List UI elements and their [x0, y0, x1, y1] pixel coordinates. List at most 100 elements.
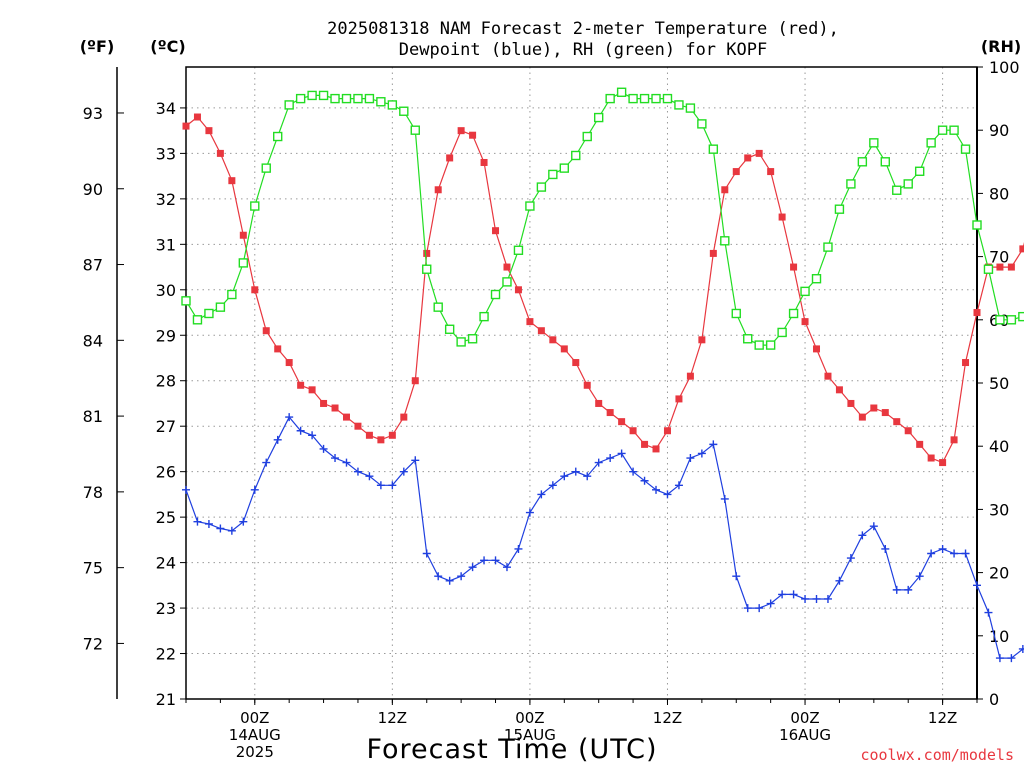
- grid: [186, 67, 977, 699]
- dewpoint-point: [812, 594, 821, 603]
- rh-point: [399, 106, 409, 116]
- temperature-point: [778, 213, 786, 221]
- celsius-tick-label: 26: [156, 463, 176, 482]
- temperature-point: [182, 122, 190, 130]
- dewpoint-point: [445, 576, 454, 585]
- fahrenheit-tick-label: 72: [83, 634, 103, 653]
- rh-point: [490, 289, 501, 300]
- rh-point: [743, 334, 753, 344]
- temperature-point: [652, 445, 660, 453]
- rh-tick-label: 50: [989, 374, 1009, 393]
- temperature-point: [721, 186, 729, 194]
- temperature-point: [962, 359, 970, 367]
- rh-unit-label: (RH): [981, 37, 1021, 56]
- rh-point: [284, 100, 294, 110]
- dewpoint-point: [801, 594, 810, 603]
- rh-tick-label: 90: [989, 121, 1009, 140]
- rh-point: [937, 125, 948, 135]
- rh-point: [273, 131, 283, 142]
- temperature-point: [526, 318, 534, 326]
- dewpoint-point: [388, 481, 397, 490]
- rh-point: [846, 179, 856, 189]
- dewpoint-point: [399, 467, 408, 476]
- temperature-point: [858, 413, 866, 421]
- temperature-point: [331, 404, 339, 412]
- rh-point: [318, 90, 329, 101]
- x-tick-label: 15AUG: [504, 726, 556, 744]
- rh-point: [238, 258, 249, 268]
- dewpoint-point: [537, 490, 546, 499]
- rh-point: [616, 87, 627, 97]
- celsius-tick-label: 28: [156, 372, 176, 391]
- rh-point: [204, 308, 214, 319]
- dewpoint-point: [904, 585, 913, 594]
- temperature-point: [606, 409, 614, 417]
- dewpoint-point: [686, 454, 695, 463]
- dewpoint-point: [273, 435, 282, 444]
- rh-point: [892, 185, 902, 195]
- rh-point: [731, 308, 741, 319]
- temperature-point: [813, 345, 821, 353]
- temperature-point: [618, 418, 626, 426]
- dewpoint-point: [995, 654, 1004, 663]
- dewpoint-point: [720, 494, 729, 503]
- celsius-tick-label: 21: [156, 690, 176, 709]
- rh-series: [181, 87, 1024, 350]
- rh-point: [364, 93, 375, 104]
- dewpoint-point: [640, 476, 649, 485]
- dewpoint-point: [285, 413, 294, 422]
- dewpoint-point: [709, 440, 718, 449]
- dewpoint-point: [1018, 644, 1024, 653]
- dewpoint-point: [1007, 654, 1016, 663]
- dewpoint-point: [239, 517, 248, 526]
- temperature-point: [996, 263, 1004, 271]
- dewpoint-point: [823, 594, 832, 603]
- rh-tick-label: 30: [989, 500, 1009, 519]
- dewpoint-point: [732, 572, 741, 581]
- dewpoint-point: [308, 431, 317, 440]
- rh-point: [857, 157, 868, 167]
- dewpoint-point: [457, 572, 466, 581]
- fahrenheit-tick-label: 75: [83, 559, 103, 578]
- chart-title-line-2: Dewpoint (blue), RH (green) for KOPF: [399, 40, 767, 60]
- dewpoint-point: [227, 526, 236, 535]
- dewpoint-point: [422, 549, 431, 558]
- x-tick-label: 00Z: [790, 709, 819, 727]
- rh-point: [410, 125, 420, 135]
- rh-point: [800, 286, 810, 297]
- dewpoint-point: [697, 449, 706, 458]
- dewpoint-point: [548, 481, 557, 490]
- dewpoint-line: [185, 416, 1024, 659]
- temperature-point: [790, 263, 798, 271]
- dewpoint-point: [216, 524, 225, 533]
- dewpoint-point: [342, 458, 351, 467]
- dewpoint-point: [984, 608, 993, 617]
- rh-tick-label: 10: [989, 627, 1009, 646]
- credit-text: coolwx.com/models: [860, 746, 1014, 764]
- rh-point: [651, 93, 661, 104]
- dewpoint-point: [376, 481, 385, 490]
- temperature-point: [228, 177, 236, 185]
- temperature-point: [583, 381, 591, 389]
- dewpoint-point: [491, 556, 500, 565]
- rh-point: [341, 93, 352, 104]
- celsius-tick-label: 33: [156, 144, 176, 163]
- celsius-tick-label: 22: [156, 645, 176, 664]
- temperature-point: [1019, 245, 1024, 253]
- rh-point: [261, 163, 271, 173]
- temperature-point: [641, 440, 649, 448]
- rh-point: [513, 245, 524, 255]
- rh-point: [192, 315, 203, 325]
- temperature-point: [572, 359, 580, 367]
- rh-point: [697, 119, 707, 129]
- temperature-point: [342, 413, 350, 421]
- temperature-point: [686, 372, 694, 380]
- dewpoint-point: [950, 549, 959, 558]
- dewpoint-point: [674, 481, 683, 490]
- temperature-point: [320, 399, 328, 407]
- temperature-point: [881, 409, 889, 417]
- dewpoint-series: [182, 413, 1024, 663]
- dewpoint-point: [296, 426, 305, 435]
- rh-point: [307, 90, 317, 101]
- celsius-unit-label: (ºC): [150, 37, 185, 56]
